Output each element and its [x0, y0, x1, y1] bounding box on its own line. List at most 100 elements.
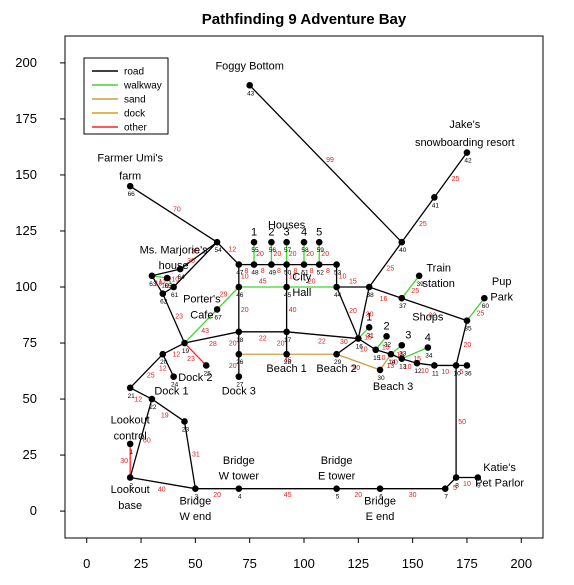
x-tick-label: 25	[134, 556, 148, 571]
edge-road	[249, 84, 403, 243]
node-id-label: 55	[251, 247, 259, 254]
legend-label: road	[124, 67, 144, 78]
edge-weight-label: 30	[120, 458, 128, 465]
edge-road	[357, 337, 377, 351]
y-tick-label: 50	[23, 391, 37, 406]
map-node	[235, 261, 243, 268]
edge-weight-label: 28	[209, 341, 217, 348]
edge-road	[151, 268, 181, 277]
place-label: snowboarding resort	[415, 137, 515, 149]
place-label: Houses	[268, 220, 306, 232]
map-node	[250, 261, 258, 268]
place-label: Park	[490, 291, 513, 303]
node-id-label: 14	[388, 359, 396, 366]
edge-weight-label: 20	[306, 251, 314, 258]
node-id-label: 51	[301, 270, 309, 277]
map-node	[235, 485, 243, 492]
place-label: Dock 2	[178, 372, 212, 384]
map-node	[376, 485, 384, 492]
edge-road	[433, 152, 468, 198]
edge-weight-label: 10	[421, 368, 429, 375]
edge-weight-label: 5	[460, 369, 464, 376]
y-tick-label: 150	[15, 167, 37, 182]
map-node	[126, 474, 134, 481]
edge-weight-label: 19	[161, 413, 169, 420]
house-number-label: 4	[425, 332, 431, 344]
edge-weight-label: 10	[441, 369, 449, 376]
node-id-label: 22	[149, 404, 157, 411]
edge-road	[357, 286, 370, 339]
edge-weight-label: 10	[404, 364, 412, 371]
edge-road	[162, 342, 185, 355]
place-label: E end	[366, 511, 395, 523]
node-id-label: 6	[379, 494, 383, 501]
node-id-label: 7	[444, 494, 448, 501]
edge-weight-label: 10	[339, 273, 347, 280]
edge-walkway	[401, 346, 429, 360]
map-node	[181, 418, 188, 425]
house-number-label: 2	[384, 321, 390, 333]
place-label: control	[114, 430, 147, 442]
place-label: Dock 1	[154, 386, 188, 398]
node-id-label: 62	[160, 299, 168, 306]
node-id-label: 54	[214, 247, 222, 254]
map-node	[235, 373, 243, 380]
map-node	[333, 350, 340, 358]
edge-road	[216, 241, 240, 266]
edge-weight-label: 45	[259, 279, 267, 286]
map-node	[283, 238, 290, 246]
map-node	[202, 362, 210, 369]
map-node	[413, 359, 421, 367]
map-node	[159, 290, 167, 298]
map-node	[463, 317, 471, 324]
map-node	[333, 283, 340, 291]
map-node	[365, 324, 373, 331]
place-label: Lookout	[111, 415, 150, 427]
y-tick-label: 175	[15, 111, 37, 126]
y-tick-label: 200	[15, 55, 37, 70]
edge-weight-label: 20	[354, 492, 362, 499]
map-node	[192, 485, 199, 492]
node-id-label: 47	[236, 270, 244, 277]
map-node	[213, 238, 221, 246]
edge-weight-label: 25	[476, 311, 484, 318]
edge-weight-label: 25	[419, 221, 427, 228]
map-node	[283, 261, 290, 268]
node-id-label: 44	[334, 292, 342, 299]
edge-weight-label: 25	[386, 266, 394, 273]
node-id-label: 64	[178, 274, 186, 281]
edge-weight-label: 12	[159, 279, 167, 286]
edge-weight-label: 8	[244, 268, 248, 275]
edge-weight-label: 23	[175, 313, 183, 320]
map-node	[387, 350, 395, 358]
house-number-label: 1	[366, 312, 372, 324]
node-id-label: 61	[171, 292, 179, 299]
edge-weight-label: 10	[360, 347, 368, 354]
place-label: Beach 2	[316, 363, 356, 375]
node-id-label: 26	[236, 359, 244, 366]
map-node	[355, 335, 362, 342]
map-edges	[129, 84, 485, 490]
node-id-label: 32	[384, 341, 392, 348]
axis-ticks: 0 25 50 75 100 125 150 175 200025507510012515017…	[15, 55, 532, 571]
map-node	[431, 362, 438, 369]
x-tick-label: 200	[510, 556, 532, 571]
place-labels: Foggy Bottom Jake's snowboarding resort Far…	[97, 61, 524, 523]
place-label: Jake's	[449, 119, 480, 131]
map-node	[159, 350, 167, 358]
edge-weight-label: 13	[387, 363, 395, 370]
place-label: Cafe	[190, 309, 213, 321]
edge-road	[286, 331, 359, 340]
node-id-label: 49	[269, 270, 277, 277]
place-label: base	[118, 500, 142, 512]
node-id-label: 15	[373, 355, 381, 362]
edge-weight-label: 22	[318, 339, 326, 346]
edge-weight-label: 20	[349, 308, 357, 315]
edge-weight-label: 12	[159, 366, 167, 373]
edge-weight-label: 30	[366, 312, 374, 319]
node-id-label: 16	[356, 344, 364, 351]
node-id-label: 31	[367, 332, 375, 339]
map-node	[452, 362, 460, 369]
edge-road	[455, 320, 468, 366]
